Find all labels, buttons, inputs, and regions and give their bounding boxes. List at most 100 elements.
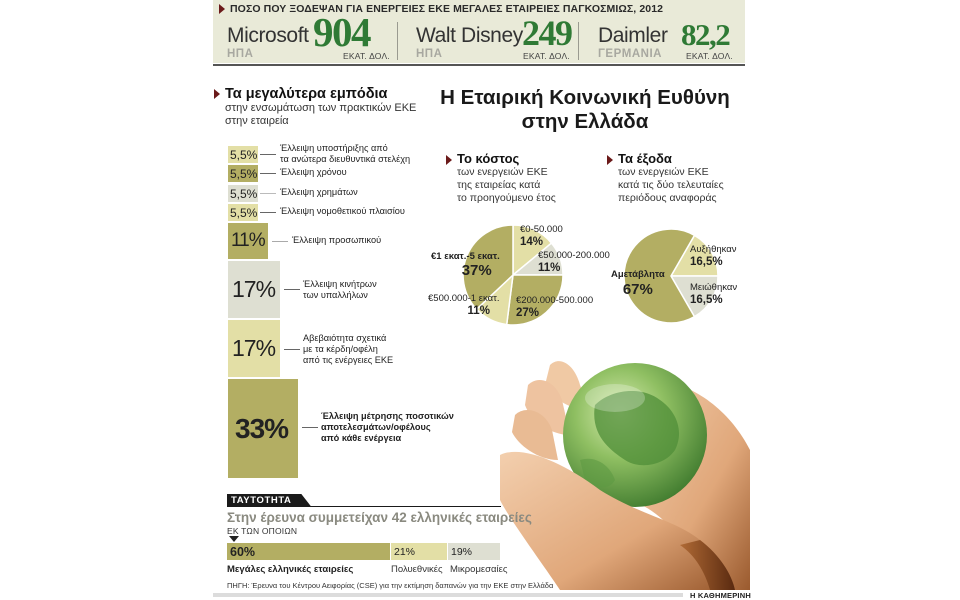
expenses-subheading-3: περιόδους αναφοράς <box>618 192 717 204</box>
slice-label: €50.000-200.000 <box>538 250 610 261</box>
bottom-rule <box>213 593 683 597</box>
expenses-pie-chart <box>623 228 719 324</box>
main-title-line-2: στην Ελλάδα <box>521 110 649 133</box>
company-unit-daimler: ΕΚΑΤ. ΔΟΛ. <box>686 51 733 61</box>
obstacles-heading: Τα μεγαλύτερα εμπόδια <box>214 86 416 102</box>
cost-label-200k-500k: €200.000-500.000 27% <box>516 295 593 320</box>
company-unit-walt-disney: ΕΚΑΤ. ΔΟΛ. <box>523 51 570 61</box>
slice-value: 37% <box>461 262 492 279</box>
company-value-daimler: 82,2 <box>681 17 731 52</box>
obstacles-subheading-2: στην εταιρεία <box>225 115 289 127</box>
slice-label: €500.000-1 εκατ. <box>428 293 500 304</box>
leader-line <box>284 289 300 290</box>
slice-label: Μειώθηκαν <box>690 282 738 293</box>
obstacle-label-line: με τα κέρδη/οφέλη <box>303 344 378 354</box>
obstacle-label-line: από τις ενέργειες ΕΚΕ <box>303 355 394 365</box>
cost-label-50k-200k: €50.000-200.000 11% <box>538 250 610 275</box>
cost-heading: Το κόστος <box>446 151 556 166</box>
obstacle-label: Έλλειψη χρημάτων <box>280 187 358 197</box>
arrow-bullet-icon <box>214 89 220 100</box>
identity-headline: Στην έρευνα συμμετείχαν 42 ελληνικές ετα… <box>227 510 532 525</box>
globe-highlight <box>585 384 645 412</box>
slice-label: Αμετάβλητα <box>611 269 665 280</box>
leader-line <box>260 173 276 174</box>
top-banner: ΠΟΣΟ ΠΟΥ ΞΟΔΕΨΑΝ ΓΙΑ ΕΝΕΡΓΕΙΕΣ ΕΚΕ ΜΕΓΑΛ… <box>213 0 745 63</box>
leader-line <box>284 349 300 350</box>
company-value-walt-disney: 249 <box>522 13 573 53</box>
arrow-bullet-icon <box>607 154 613 165</box>
obstacles-heading-block: Τα μεγαλύτερα εμπόδια στην ενσωμάτωση τω… <box>214 86 416 128</box>
finger <box>525 380 570 435</box>
identity-sub: ΕΚ ΤΩΝ ΟΠΟΙΩΝ <box>227 526 298 536</box>
cost-subheading-1: των ενεργειών ΕΚΕ <box>457 166 548 178</box>
banner-rule <box>213 64 745 66</box>
pie-slice-200k-500k <box>505 274 564 326</box>
slice-value: 14% <box>520 236 544 248</box>
segment-label-sme: Μικρομεσαίες <box>450 564 508 575</box>
company-name-daimler: Daimler <box>598 24 668 47</box>
obstacle-value: 5,5% <box>230 147 258 162</box>
cost-pie-chart <box>462 224 564 326</box>
obstacle-bar: 11% <box>228 223 268 259</box>
segment-label-large: Μεγάλες ελληνικές εταιρείες <box>227 564 354 575</box>
obstacle-bar: 5,5% <box>228 204 258 221</box>
cost-subheading-3: το προηγούμενο έτος <box>457 192 556 204</box>
left-palm <box>500 451 730 590</box>
slice-value: 11% <box>538 262 561 274</box>
slice-value: 16,5% <box>690 256 723 268</box>
pie-slice-increased <box>669 234 719 277</box>
obstacle-label-line: Έλλειψη μέτρησης ποσοτικών <box>321 411 454 421</box>
obstacle-value: 33% <box>235 412 289 444</box>
obstacle-label-line: από κάθε ενέργεια <box>321 433 402 443</box>
cost-heading-text: Το κόστος <box>457 151 520 166</box>
source-note: ΠΗΓΗ: Έρευνα του Κέντρου Αειφορίας (CSE)… <box>227 581 554 590</box>
cost-label-1m-5m: €1 εκατ.-5 εκατ. 37% <box>431 251 500 279</box>
slice-label: €200.000-500.000 <box>516 295 594 306</box>
company-name-microsoft: Microsoft <box>227 24 309 47</box>
cost-label-500k-1m: €500.000-1 εκατ. 11% <box>428 293 499 318</box>
obstacle-value: 17% <box>232 335 276 361</box>
expenses-heading: Τα έξοδα <box>607 151 724 166</box>
segment-value: 21% <box>394 546 416 558</box>
slice-value: 11% <box>467 305 490 317</box>
expenses-subheading-1: των ενεργειών ΕΚΕ <box>618 166 709 178</box>
leader-line <box>260 193 276 194</box>
main-title: Η Εταιρική Κοινωνική Ευθύνη στην Ελλάδα <box>420 86 750 134</box>
obstacle-bar: 5,5% <box>228 185 258 202</box>
company-value-microsoft: 904 <box>313 9 372 55</box>
expenses-heading-text: Τα έξοδα <box>618 151 672 166</box>
segment-bar-sme: 19% <box>448 543 500 560</box>
obstacle-bar: 17% <box>228 261 280 318</box>
identity-rule <box>227 506 501 507</box>
cost-subheading-2: της εταιρείας κατά <box>457 179 541 191</box>
obstacle-label-line: Έλλειψη υποστήριξης από <box>280 143 388 153</box>
obstacle-value: 5,5% <box>230 166 258 181</box>
leader-line <box>302 427 318 428</box>
pie-slice-decreased <box>669 275 719 318</box>
company-country-walt-disney: ΗΠΑ <box>416 48 443 60</box>
finger <box>512 410 558 460</box>
arrow-bullet-icon <box>219 4 225 15</box>
expenses-heading-block: Τα έξοδα των ενεργειών ΕΚΕ κατά τις δύο … <box>607 151 724 205</box>
obstacle-label-line: Αβεβαιότητα σχετικά <box>303 333 387 343</box>
leader-line <box>260 212 276 213</box>
company-country-daimler: ΓΕΡΜΑΝΙΑ <box>598 48 662 60</box>
obstacle-label: Αβεβαιότητα σχετικά με τα κέρδη/οφέλη απ… <box>303 333 393 366</box>
obstacle-label-line: αποτελεσμάτων/οφέλους <box>321 422 431 432</box>
company-name-walt-disney: Walt Disney <box>416 24 523 47</box>
obstacle-label-line: των υπαλλήλων <box>303 290 368 300</box>
obstacle-label: Έλλειψη κινήτρων των υπαλλήλων <box>303 279 377 301</box>
segment-label-multinational: Πολυεθνικές <box>391 564 443 575</box>
obstacle-label: Έλλειψη μέτρησης ποσοτικών αποτελεσμάτων… <box>321 411 454 444</box>
pie-slice-unchanged <box>623 228 696 324</box>
obstacle-label: Έλλειψη υποστήριξης από τα ανώτερα διευθ… <box>280 143 410 165</box>
company-country-microsoft: ΗΠΑ <box>227 48 254 60</box>
obstacle-bar: 5,5% <box>228 146 258 163</box>
obstacle-value: 5,5% <box>230 186 258 201</box>
leader-line <box>272 241 288 242</box>
cost-label-0-50k: €0-50.000 14% <box>520 224 563 249</box>
segment-value: 60% <box>230 545 256 559</box>
company-unit-microsoft: ΕΚΑΤ. ΔΟΛ. <box>343 51 390 61</box>
segment-value: 19% <box>451 546 473 558</box>
palm-shadow <box>680 540 735 590</box>
